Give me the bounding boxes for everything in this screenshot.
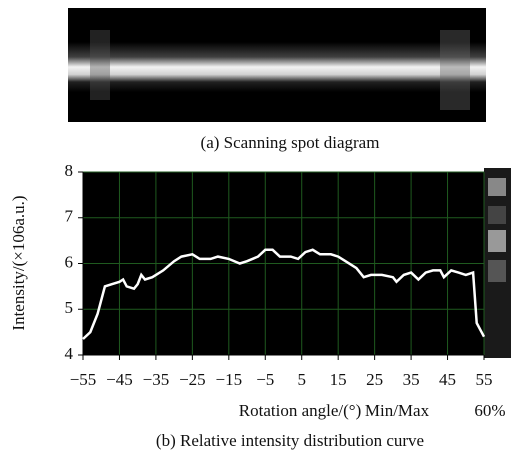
x-axis-label: Rotation angle/(°): [239, 401, 361, 420]
y-tick-label: 7: [65, 207, 74, 226]
x-tick-label: −15: [216, 370, 243, 389]
caption-b: (b) Relative intensity distribution curv…: [156, 431, 424, 450]
y-tick-label: 4: [65, 344, 74, 363]
y-axis-label: Intensity/(×106a.u.): [9, 195, 28, 330]
x-tick-label: 55: [476, 370, 493, 389]
y-tick-label: 6: [65, 252, 74, 271]
x-tick-label: 15: [330, 370, 347, 389]
intensity-line: [82, 248, 486, 340]
toolbar: [484, 168, 511, 358]
annotation: Min/Max: [365, 401, 430, 420]
spot-image: [68, 8, 486, 122]
caption-a: (a) Scanning spot diagram: [201, 133, 380, 152]
y-tick-label: 8: [65, 161, 74, 180]
x-tick-label: 25: [366, 370, 383, 389]
annotation: 60%: [474, 401, 505, 420]
x-tick-label: 45: [439, 370, 456, 389]
x-tick-label: −25: [179, 370, 206, 389]
x-tick-label: −35: [143, 370, 170, 389]
x-tick-label: −5: [256, 370, 274, 389]
x-tick-label: −45: [106, 370, 133, 389]
y-tick-label: 5: [65, 298, 74, 317]
x-tick-label: 5: [297, 370, 306, 389]
x-tick-label: −55: [70, 370, 97, 389]
x-tick-label: 35: [403, 370, 420, 389]
